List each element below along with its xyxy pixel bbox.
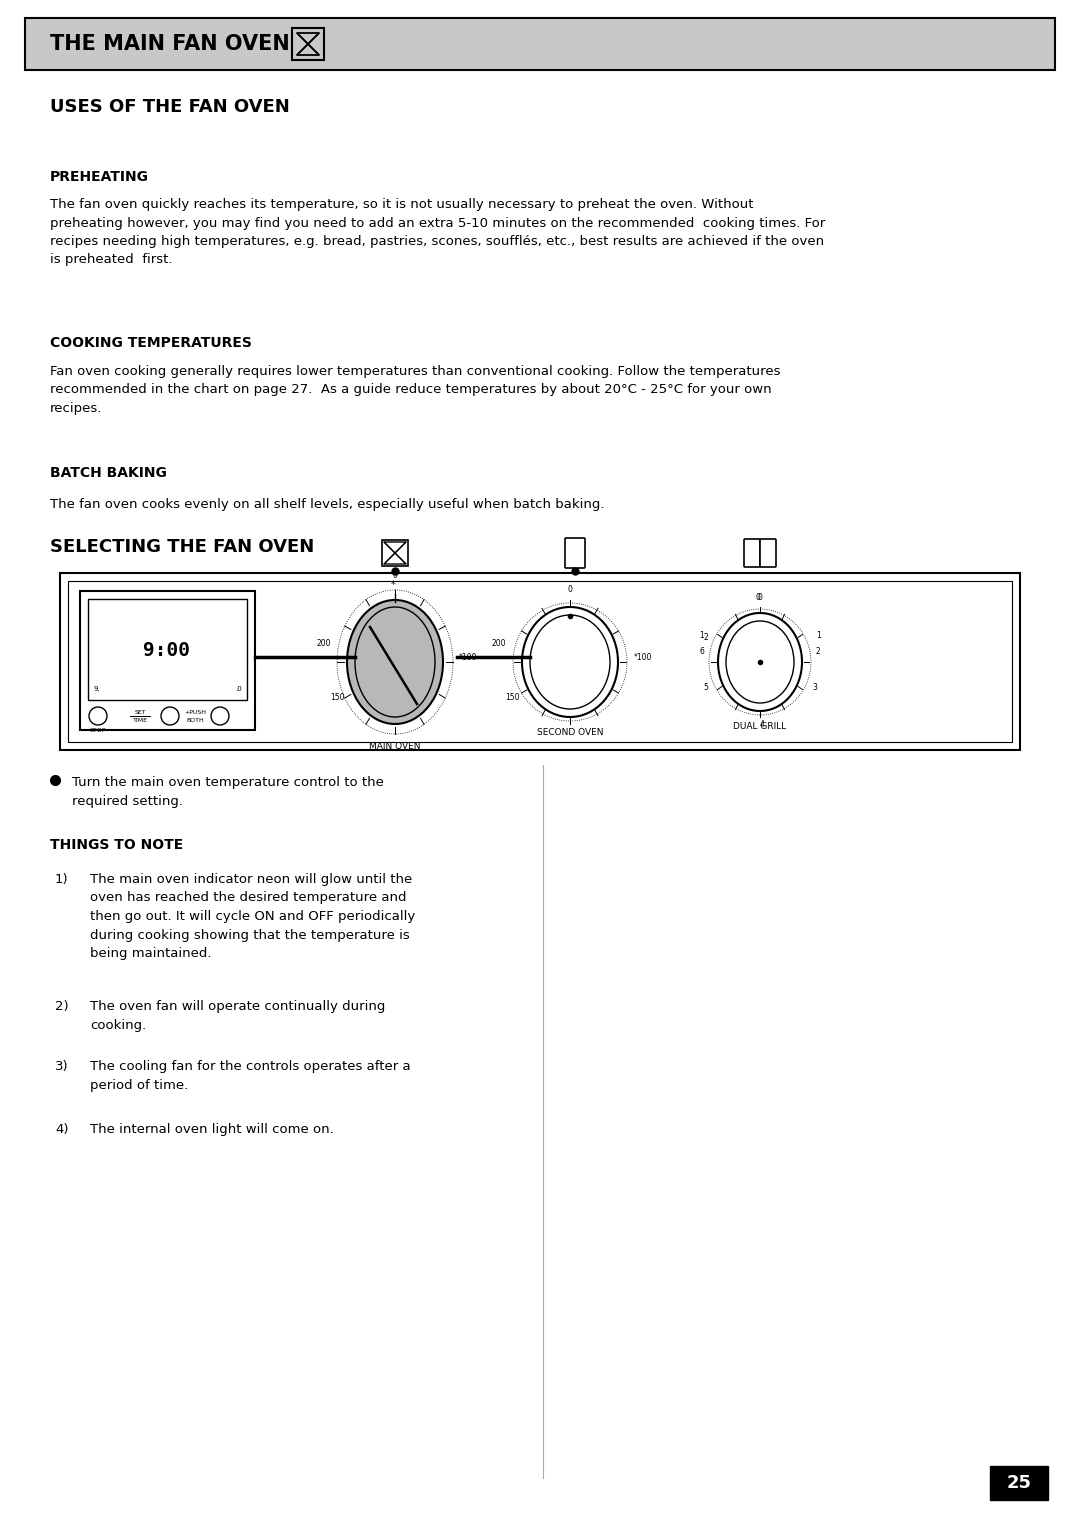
Text: THINGS TO NOTE: THINGS TO NOTE [50,837,184,853]
Ellipse shape [718,613,802,711]
Text: 0: 0 [568,585,572,594]
Text: 200: 200 [491,640,507,648]
Text: BOTH: BOTH [186,718,204,723]
Text: *100: *100 [634,652,652,662]
FancyBboxPatch shape [292,28,324,60]
Text: DUAL GRILL: DUAL GRILL [733,723,786,730]
Text: PREHEATING: PREHEATING [50,170,149,183]
Text: 0: 0 [757,593,762,602]
Ellipse shape [522,607,618,717]
Text: COOKING TEMPERATURES: COOKING TEMPERATURES [50,336,252,350]
Text: .0: .0 [235,686,242,692]
Ellipse shape [726,620,794,703]
Text: SELECTING THE FAN OVEN: SELECTING THE FAN OVEN [50,538,314,556]
Text: MAIN OVEN: MAIN OVEN [369,743,421,750]
Text: 1: 1 [816,631,821,640]
Text: The fan oven cooks evenly on all shelf levels, especially useful when batch baki: The fan oven cooks evenly on all shelf l… [50,498,605,510]
Text: USES OF THE FAN OVEN: USES OF THE FAN OVEN [50,98,289,116]
FancyBboxPatch shape [990,1465,1048,1500]
Text: 0: 0 [756,593,760,602]
Text: SECOND OVEN: SECOND OVEN [537,727,604,736]
Text: 5: 5 [703,683,708,692]
Text: 2): 2) [55,999,69,1013]
FancyBboxPatch shape [565,538,585,568]
Text: The internal oven light will come on.: The internal oven light will come on. [90,1123,334,1135]
FancyBboxPatch shape [382,539,408,565]
FancyBboxPatch shape [80,591,255,730]
Text: SET: SET [134,711,146,715]
Text: TIME: TIME [133,718,148,723]
Text: 150: 150 [330,692,345,701]
Text: 0: 0 [392,571,397,581]
Text: 2: 2 [816,648,821,657]
Ellipse shape [347,601,443,724]
Text: 2: 2 [703,633,708,642]
FancyBboxPatch shape [744,539,760,567]
FancyBboxPatch shape [68,581,1012,743]
Text: 150: 150 [505,692,519,701]
Text: The cooling fan for the controls operates after a
period of time.: The cooling fan for the controls operate… [90,1060,410,1091]
Text: *: * [391,581,395,590]
FancyBboxPatch shape [60,573,1020,750]
Ellipse shape [530,614,610,709]
Text: +PUSH: +PUSH [184,709,206,715]
FancyBboxPatch shape [760,539,777,567]
Text: 200: 200 [316,640,330,648]
Text: 25: 25 [1007,1475,1031,1491]
Text: BATCH BAKING: BATCH BAKING [50,466,167,480]
Text: Fan oven cooking generally requires lower temperatures than conventional cooking: Fan oven cooking generally requires lowe… [50,365,781,416]
Text: STOP: STOP [90,727,106,733]
Text: 6: 6 [699,648,704,657]
Text: Turn the main oven temperature control to the
required setting.: Turn the main oven temperature control t… [72,776,383,807]
Text: THE MAIN FAN OVEN: THE MAIN FAN OVEN [50,34,289,53]
Text: The fan oven quickly reaches its temperature, so it is not usually necessary to : The fan oven quickly reaches its tempera… [50,199,825,266]
Ellipse shape [355,607,435,717]
Text: 9:00: 9:00 [144,640,190,660]
Text: 3: 3 [812,683,816,692]
FancyBboxPatch shape [25,18,1055,70]
Text: *100: *100 [459,652,477,662]
Text: The oven fan will operate continually during
cooking.: The oven fan will operate continually du… [90,999,386,1031]
Text: 1): 1) [55,872,69,886]
Text: 4): 4) [55,1123,68,1135]
Text: 1: 1 [699,631,704,640]
Text: The main oven indicator neon will glow until the
oven has reached the desired te: The main oven indicator neon will glow u… [90,872,415,960]
Text: 3): 3) [55,1060,69,1073]
Text: 4: 4 [759,720,765,729]
FancyBboxPatch shape [87,599,247,700]
Text: 9.: 9. [93,686,99,692]
